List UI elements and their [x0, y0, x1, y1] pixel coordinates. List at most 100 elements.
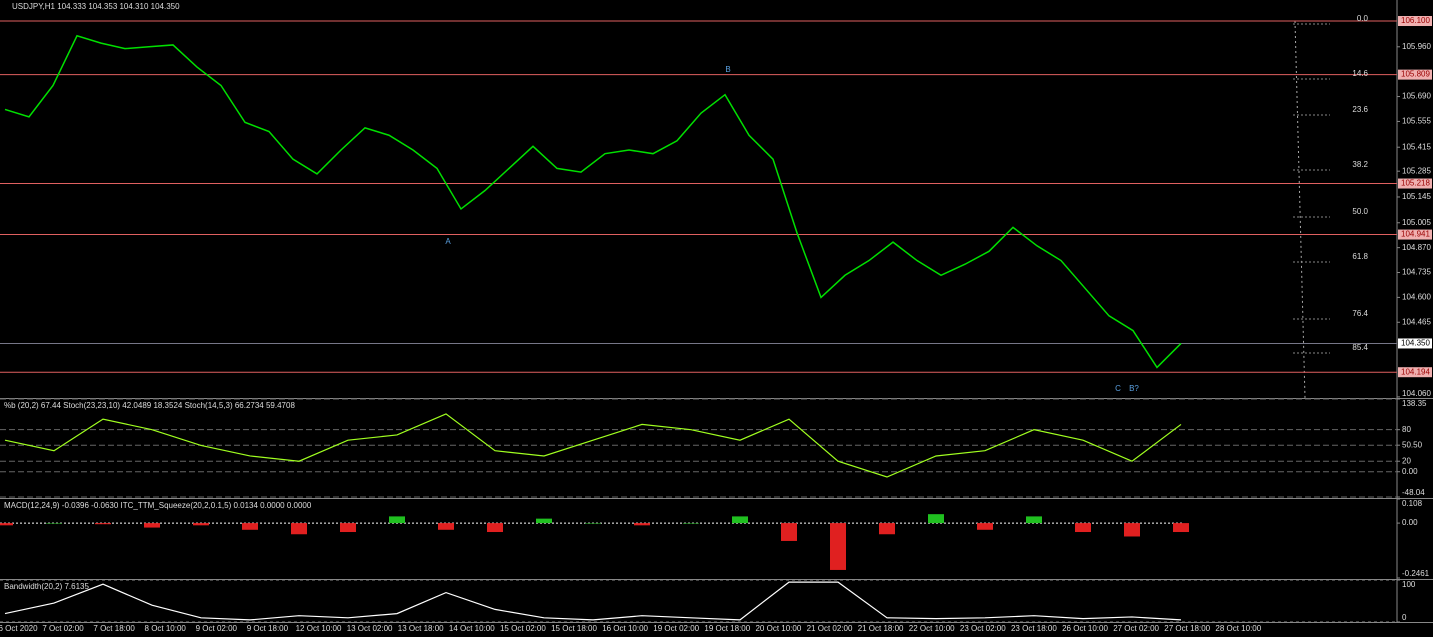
time-label: 23 Oct 02:00	[960, 624, 1006, 633]
histogram-bar	[46, 523, 62, 524]
fib-label: 76.4	[1352, 309, 1368, 318]
pane-title: MACD(12,24,9) -0.0396 -0.0630 ITC_TTM_Sq…	[4, 501, 312, 510]
histogram-bar	[340, 523, 356, 533]
histogram-bar	[879, 523, 895, 535]
histogram-bar	[1026, 516, 1042, 524]
time-label: 13 Oct 18:00	[398, 624, 444, 633]
histogram-bar	[291, 523, 307, 535]
wave-label: A	[445, 237, 451, 246]
y-tick-label: 138.35	[1402, 399, 1427, 408]
pane-title: USDJPY,H1 104.333 104.353 104.310 104.35…	[12, 2, 180, 11]
fib-label: 61.8	[1352, 252, 1368, 261]
y-tick-label: 100	[1402, 580, 1416, 589]
fib-label: 0.0	[1357, 14, 1369, 23]
series-line	[4, 581, 1182, 621]
histogram-bar	[389, 516, 405, 524]
time-label: 9 Oct 18:00	[247, 624, 289, 633]
time-label: 21 Oct 02:00	[807, 624, 853, 633]
histogram-bar	[732, 516, 748, 524]
histogram-bar	[1124, 523, 1140, 537]
wave-label: C	[1115, 384, 1121, 393]
histogram-bar	[781, 523, 797, 541]
y-tick-label: 0.00	[1402, 518, 1418, 527]
level-label-box	[1398, 16, 1432, 27]
time-label: 7 Oct 18:00	[93, 624, 135, 633]
wave-label: B	[725, 65, 730, 74]
level-label-box	[1398, 367, 1432, 378]
y-tick-label: 105.555	[1402, 117, 1431, 126]
histogram-bar	[536, 518, 552, 524]
level-label-box	[1398, 178, 1432, 189]
histogram-bar	[242, 523, 258, 530]
fib-label: 23.6	[1352, 105, 1368, 114]
histogram-bar	[1075, 523, 1091, 533]
y-tick-label: 20	[1402, 456, 1411, 465]
y-tick-label: 50.50	[1402, 440, 1423, 449]
y-tick-label: 105.145	[1402, 192, 1431, 201]
y-tick-label: -0.2461	[1402, 569, 1430, 578]
time-label: 28 Oct 10:00	[1215, 624, 1261, 633]
y-tick-label: 105.415	[1402, 142, 1431, 151]
y-tick-label: -48.04	[1402, 488, 1425, 497]
histogram-bar	[830, 523, 846, 570]
fib-label: 50.0	[1352, 207, 1368, 216]
histogram-bar	[438, 523, 454, 530]
time-label: 16 Oct 10:00	[602, 624, 648, 633]
y-tick-label: 105.690	[1402, 92, 1431, 101]
histogram-bar	[95, 523, 111, 525]
y-tick-label: 104.465	[1402, 317, 1431, 326]
time-label: 12 Oct 10:00	[296, 624, 342, 633]
histogram-bar	[1173, 523, 1189, 533]
fib-label: 85.4	[1352, 343, 1368, 352]
current-price-label: 104.350	[1401, 339, 1430, 348]
time-label: 15 Oct 02:00	[500, 624, 546, 633]
histogram-bar	[585, 523, 601, 524]
wave-label: B?	[1129, 384, 1139, 393]
histogram-bar	[487, 523, 503, 533]
fib-label: 14.6	[1352, 69, 1368, 78]
y-tick-label: 80	[1402, 425, 1411, 434]
histogram-bar	[634, 523, 650, 526]
time-label: 27 Oct 02:00	[1113, 624, 1159, 633]
time-label: 15 Oct 18:00	[551, 624, 597, 633]
current-price-box	[1398, 338, 1432, 349]
time-label: 14 Oct 10:00	[449, 624, 495, 633]
series-line	[4, 34, 1182, 369]
time-label: 9 Oct 02:00	[196, 624, 238, 633]
level-label-box	[1398, 69, 1432, 80]
time-label: 27 Oct 18:00	[1164, 624, 1210, 633]
time-label: 26 Oct 10:00	[1062, 624, 1108, 633]
histogram-bar	[977, 523, 993, 530]
time-label: 13 Oct 02:00	[347, 624, 393, 633]
pane-title: Bandwidth(20,2) 7.6135	[4, 582, 90, 591]
histogram-bar	[193, 523, 209, 526]
histogram-bar	[928, 514, 944, 524]
time-label: 22 Oct 10:00	[909, 624, 955, 633]
y-tick-label: 105.005	[1402, 218, 1431, 227]
histogram-bar	[144, 523, 160, 528]
y-tick-label: 104.735	[1402, 268, 1431, 277]
time-label: 6 Oct 2020	[0, 624, 38, 633]
histogram-bar	[683, 523, 699, 524]
time-label: 23 Oct 18:00	[1011, 624, 1057, 633]
y-tick-label: 0.00	[1402, 467, 1418, 476]
fib-label: 38.2	[1352, 160, 1368, 169]
level-label: 104.941	[1401, 230, 1430, 239]
pane-title: %b (20,2) 67.44 Stoch(23,23,10) 42.0489 …	[4, 401, 295, 410]
y-tick-label: 0	[1402, 613, 1407, 622]
y-tick-label: 105.960	[1402, 42, 1431, 51]
y-tick-label: 105.285	[1402, 166, 1431, 175]
time-label: 21 Oct 18:00	[858, 624, 904, 633]
level-label: 106.100	[1401, 16, 1430, 25]
time-label: 20 Oct 10:00	[755, 624, 801, 633]
level-label-box	[1398, 229, 1432, 240]
series-line	[4, 413, 1182, 478]
time-label: 7 Oct 02:00	[42, 624, 84, 633]
histogram-bar	[0, 523, 13, 526]
y-tick-label: 104.600	[1402, 293, 1431, 302]
y-tick-label: 104.060	[1402, 389, 1431, 398]
y-tick-label: 0.108	[1402, 499, 1423, 508]
level-label: 105.809	[1401, 70, 1430, 79]
